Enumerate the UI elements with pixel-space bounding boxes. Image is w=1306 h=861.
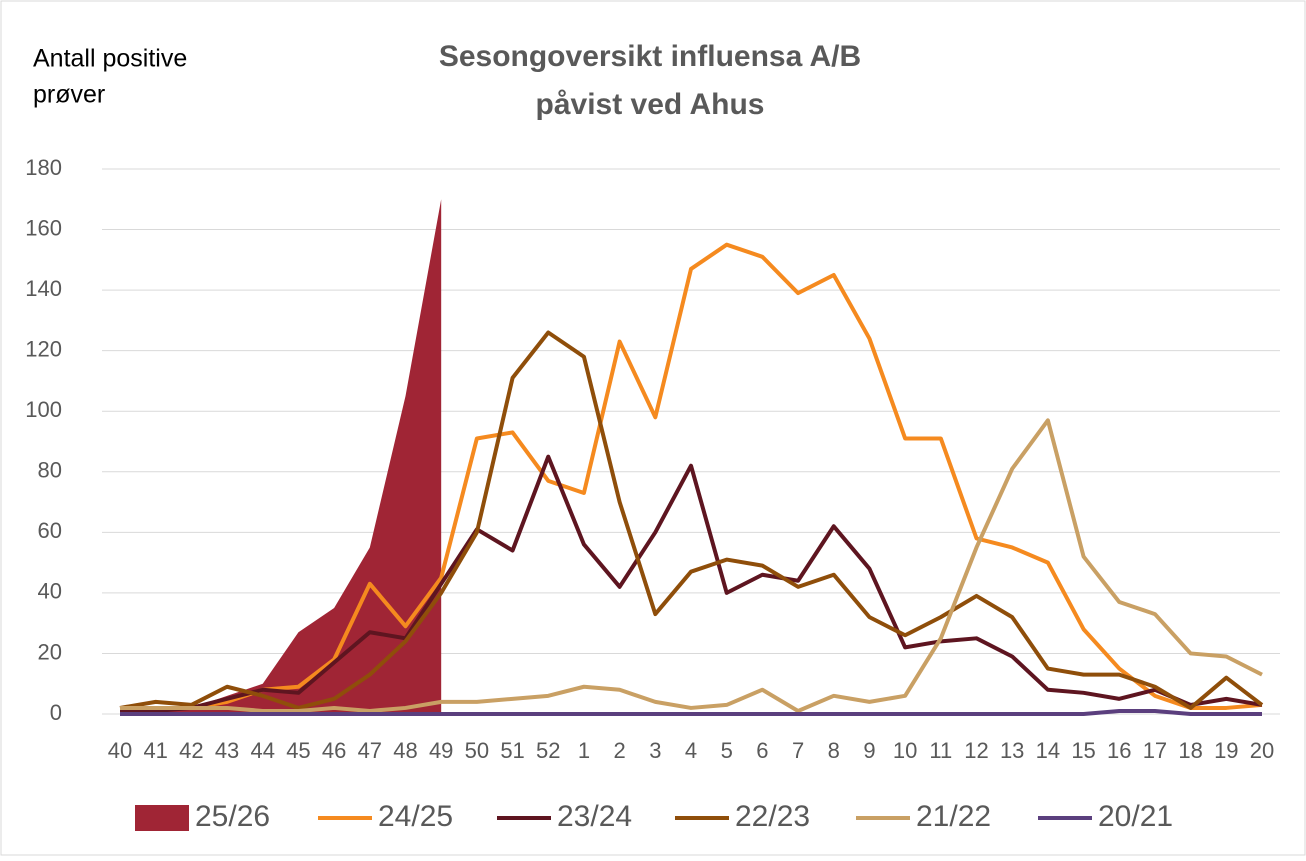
x-tick-label: 20 [1250,738,1274,763]
x-tick-label: 3 [649,738,661,763]
x-tick-label: 49 [429,738,453,763]
line [120,454,1263,713]
y-tick-label: 80 [38,458,62,483]
x-tick-label: 13 [1000,738,1024,763]
x-tick-label: 41 [143,738,167,763]
x-tick-label: 11 [929,738,952,763]
y-axis-label: prøver [33,81,105,109]
x-tick-label: 2 [614,738,626,763]
x-tick-label: 44 [251,738,275,763]
line [120,418,1263,713]
x-tick-label: 1 [578,738,590,763]
y-tick-label: 0 [50,700,62,725]
line [119,330,1264,710]
x-tick-label: 46 [322,738,346,763]
x-tick-label: 42 [179,738,203,763]
y-tick-label: 180 [25,155,62,180]
x-tick-label: 10 [893,738,917,763]
x-tick-label: 5 [721,738,733,763]
chart-title: påvist ved Ahus [536,88,765,121]
x-tick-label: 6 [756,738,768,763]
y-axis-label: Antall positive [33,45,187,73]
x-tick-label: 9 [863,738,875,763]
x-tick-label: 18 [1178,738,1202,763]
x-tick-label: 43 [215,738,239,763]
x-tick-label: 4 [685,738,697,763]
y-tick-label: 120 [25,336,62,361]
chart-title: Sesongoversikt influensa A/B [439,40,861,73]
x-tick-label: 51 [500,738,524,763]
y-tick-label: 140 [25,276,62,301]
legend-swatch [135,805,189,831]
line [120,708,1262,716]
area [120,199,442,714]
y-tick-label: 160 [25,215,62,240]
x-tick-label: 15 [1071,738,1095,763]
y-tick-label: 40 [38,579,62,604]
x-tick-label: 52 [536,738,560,763]
x-tick-label: 7 [792,738,804,763]
x-tick-label: 48 [393,738,417,763]
legend-label: 23/24 [557,800,632,833]
legend-label: 21/22 [916,800,991,833]
x-tick-label: 17 [1143,738,1167,763]
x-tick-label: 16 [1107,738,1131,763]
x-tick-label: 47 [358,738,382,763]
x-tick-label: 12 [964,738,988,763]
legend-label: 22/23 [735,800,810,833]
y-tick-label: 20 [38,639,62,664]
x-tick-label: 14 [1036,738,1060,763]
legend-label: 25/26 [195,800,270,833]
x-tick-label: 40 [108,738,132,763]
x-tick-label: 8 [828,738,840,763]
legend-label: 24/25 [378,800,453,833]
y-tick-label: 100 [25,397,62,422]
legend-label: 20/21 [1098,800,1173,833]
x-tick-label: 50 [465,738,489,763]
line [120,242,1263,710]
y-tick-label: 60 [38,518,62,543]
x-tick-label: 19 [1214,738,1238,763]
x-tick-label: 45 [286,738,310,763]
